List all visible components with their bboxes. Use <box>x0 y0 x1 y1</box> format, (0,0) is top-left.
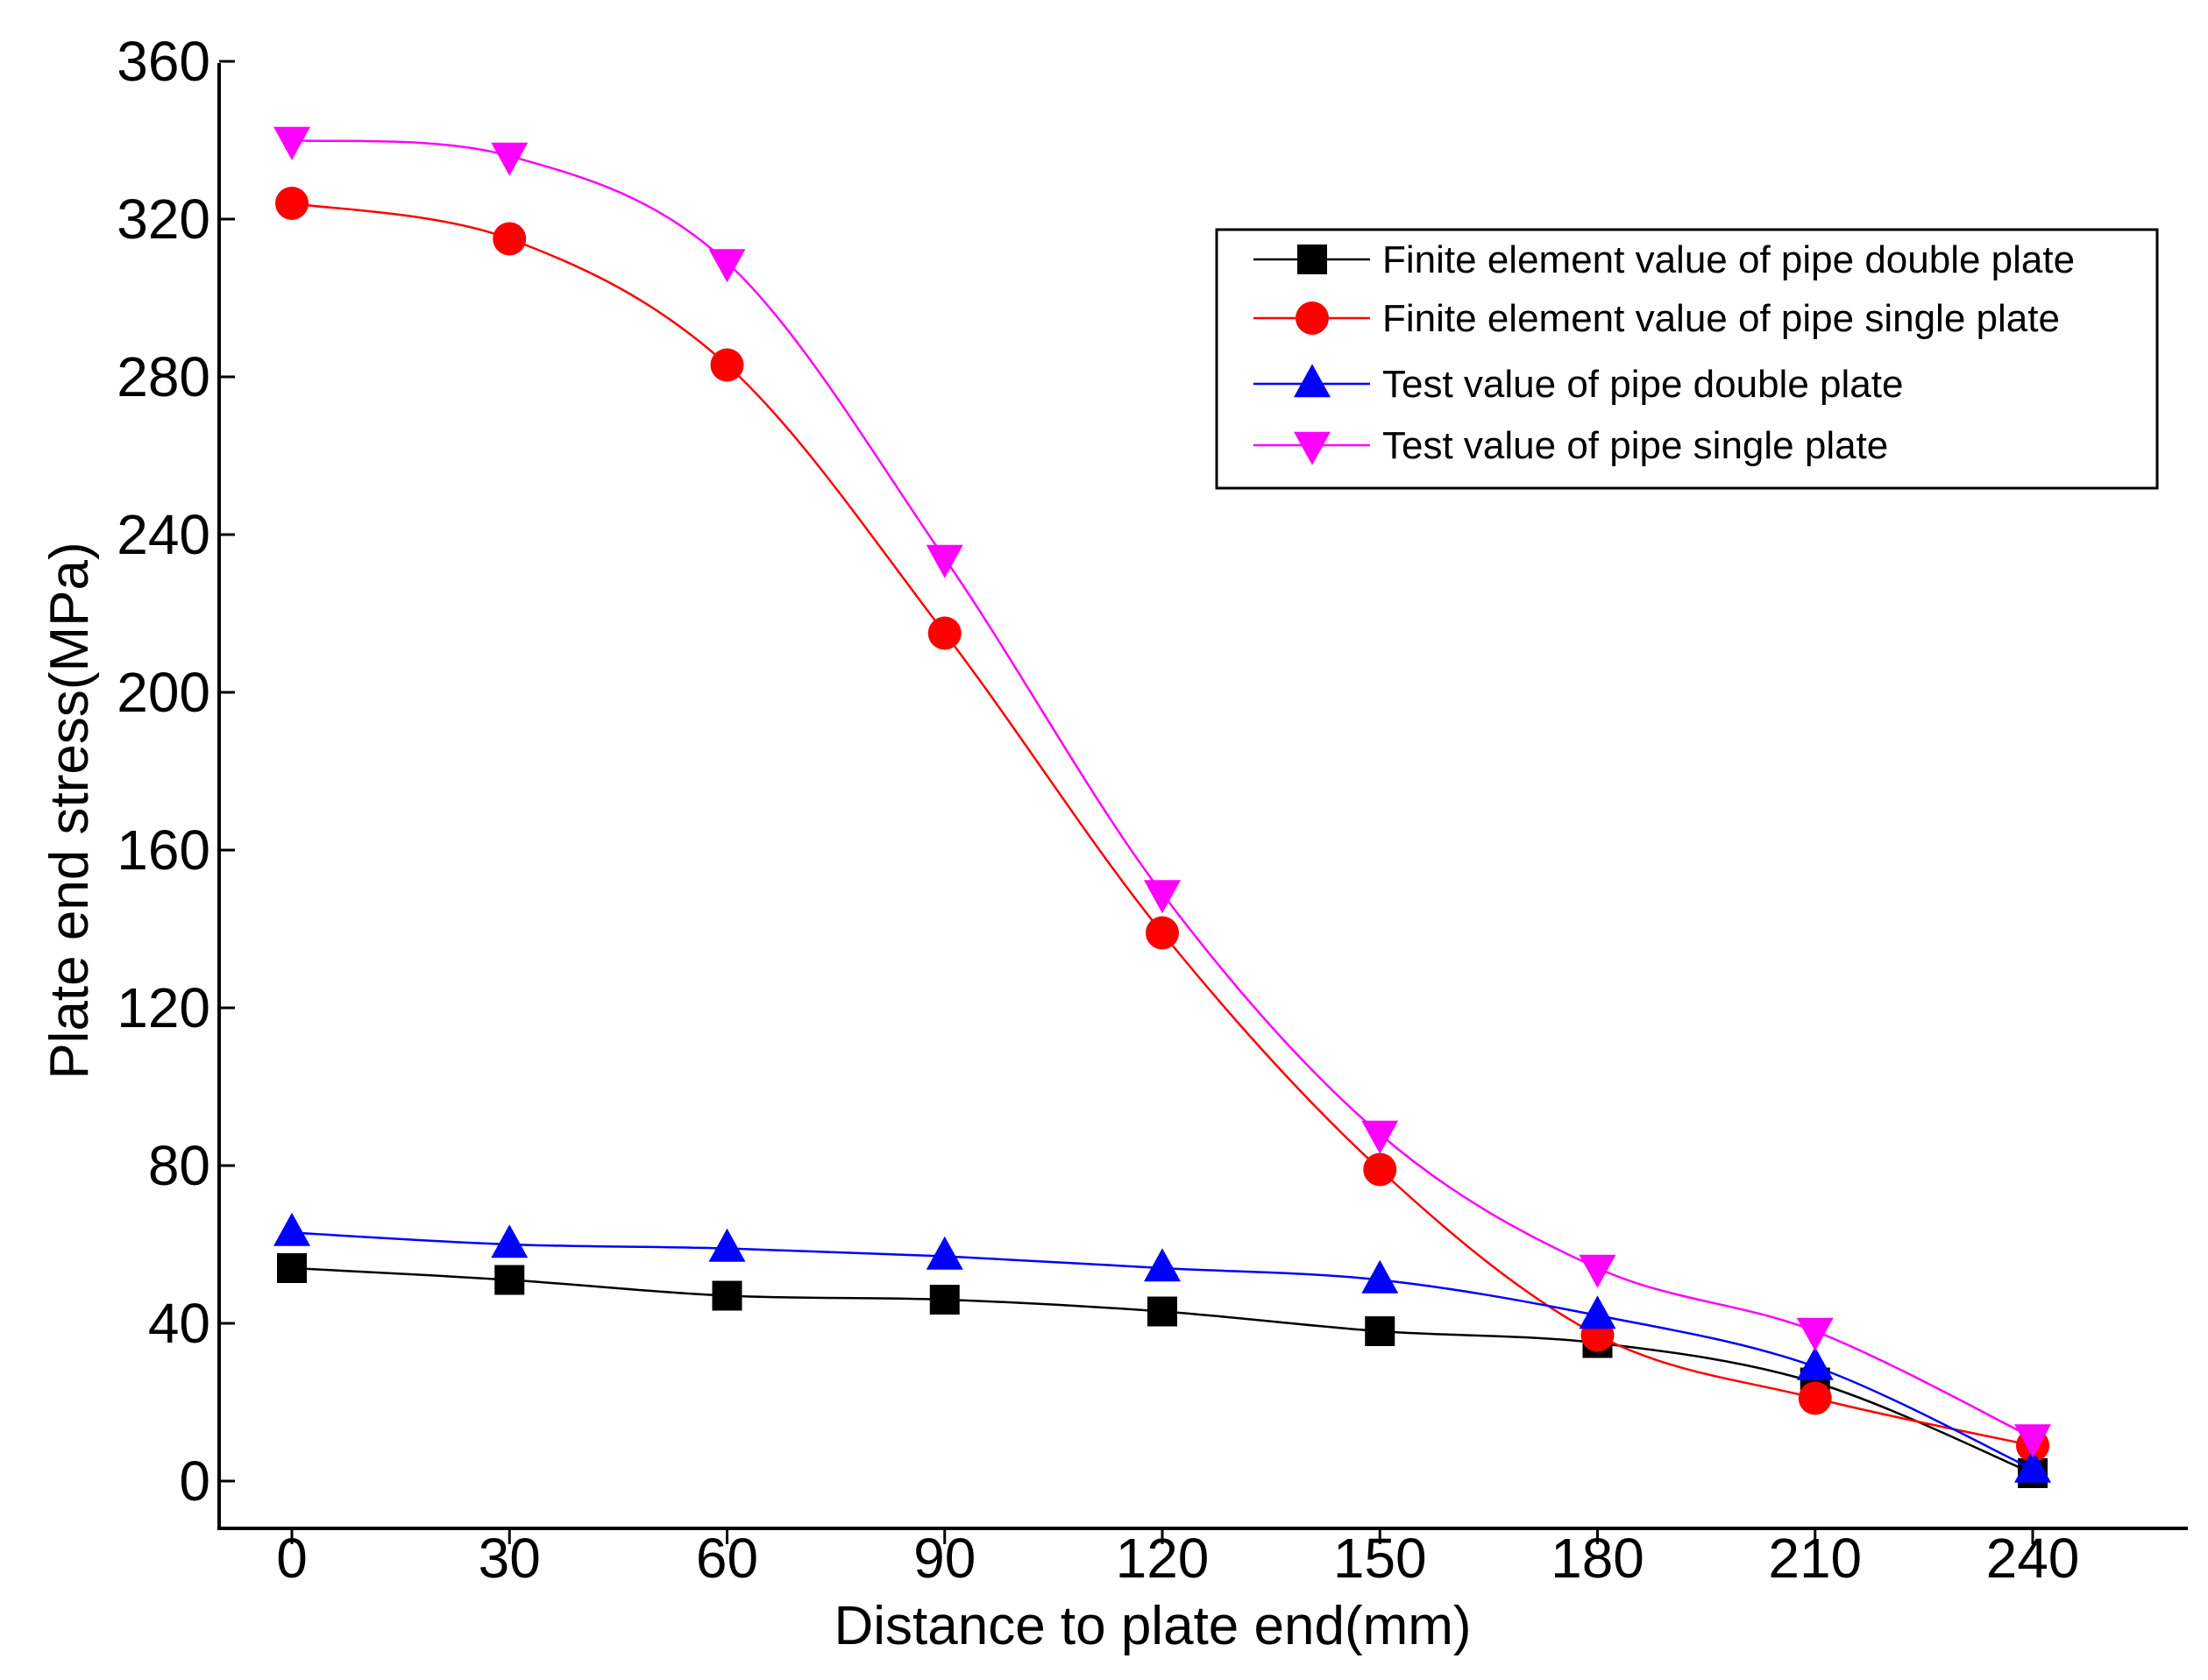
x-axis-title: Distance to plate end(mm) <box>834 1596 1471 1656</box>
series-1 <box>277 1253 2048 1488</box>
x-tick-label: 60 <box>696 1527 758 1590</box>
data-point <box>929 1285 960 1315</box>
legend-marker <box>1296 301 1329 335</box>
data-point <box>1796 1346 1834 1380</box>
x-tick-label: 90 <box>913 1527 976 1590</box>
data-point <box>926 1236 963 1270</box>
y-tick-label: 360 <box>117 30 210 93</box>
y-tick-label: 40 <box>148 1292 210 1355</box>
data-point <box>273 126 310 160</box>
x-tick-label: 240 <box>1986 1527 2080 1590</box>
legend-label: Finite element value of pipe single plat… <box>1382 297 2060 340</box>
data-point <box>708 249 746 283</box>
data-point <box>494 1265 525 1295</box>
legend-marker <box>1294 431 1331 465</box>
data-point <box>1361 1259 1399 1294</box>
data-point <box>1144 1248 1181 1282</box>
y-tick-label: 200 <box>117 661 210 724</box>
y-tick-label: 240 <box>117 503 210 566</box>
data-point <box>273 1212 310 1246</box>
x-tick-label: 30 <box>479 1527 541 1590</box>
data-point <box>2014 1449 2051 1483</box>
data-point <box>491 1224 529 1258</box>
data-point <box>1144 880 1181 914</box>
data-point <box>491 142 529 176</box>
legend-label: Finite element value of pipe double plat… <box>1382 238 2075 281</box>
y-tick-label: 320 <box>117 188 210 251</box>
legend-label: Test value of pipe double plate <box>1382 363 1903 406</box>
series-4 <box>273 126 2051 1458</box>
x-tick-label: 180 <box>1551 1527 1644 1590</box>
data-point <box>1361 1120 1399 1154</box>
data-point <box>275 187 309 220</box>
y-axis-title: Plate end stress(MPa) <box>39 542 100 1079</box>
y-tick-label: 280 <box>117 345 210 408</box>
data-point <box>710 348 744 382</box>
legend-label: Test value of pipe single plate <box>1382 424 1888 467</box>
legend-box <box>1215 228 2159 490</box>
data-point <box>712 1280 742 1311</box>
legend-marker <box>1294 364 1331 398</box>
x-tick-label: 210 <box>1768 1527 1862 1590</box>
legend: Finite element value of pipe double plat… <box>1215 228 2159 490</box>
series-3 <box>273 1212 2051 1483</box>
y-tick-label: 120 <box>117 976 210 1039</box>
y-tick-label: 160 <box>117 819 210 882</box>
series-layer <box>273 126 2051 1488</box>
data-point <box>927 616 962 650</box>
data-point <box>1363 1152 1397 1187</box>
y-tick-label: 0 <box>179 1450 210 1513</box>
legend-items: Finite element value of pipe double plat… <box>1253 238 2075 467</box>
data-point <box>1796 1317 1834 1351</box>
data-point <box>1798 1381 1832 1415</box>
data-point <box>493 222 527 256</box>
y-ticks: 0 40 80 120 160 200 240 280 320 360 <box>117 30 235 1513</box>
legend-marker <box>1297 245 1327 274</box>
data-point <box>1147 1296 1177 1327</box>
x-tick-label: 150 <box>1333 1527 1427 1590</box>
data-point <box>1579 1295 1616 1329</box>
data-point <box>1579 1254 1616 1288</box>
data-point <box>1146 916 1179 950</box>
data-point <box>926 544 963 578</box>
data-point <box>2014 1424 2051 1458</box>
x-ticks: 0 30 60 90 120 150 180 210 240 <box>276 1527 2079 1590</box>
data-point <box>277 1253 307 1283</box>
x-tick-label: 0 <box>276 1527 308 1590</box>
data-point <box>1365 1316 1395 1346</box>
data-point <box>708 1228 746 1262</box>
y-tick-label: 80 <box>148 1134 210 1197</box>
x-tick-label: 120 <box>1116 1527 1210 1590</box>
